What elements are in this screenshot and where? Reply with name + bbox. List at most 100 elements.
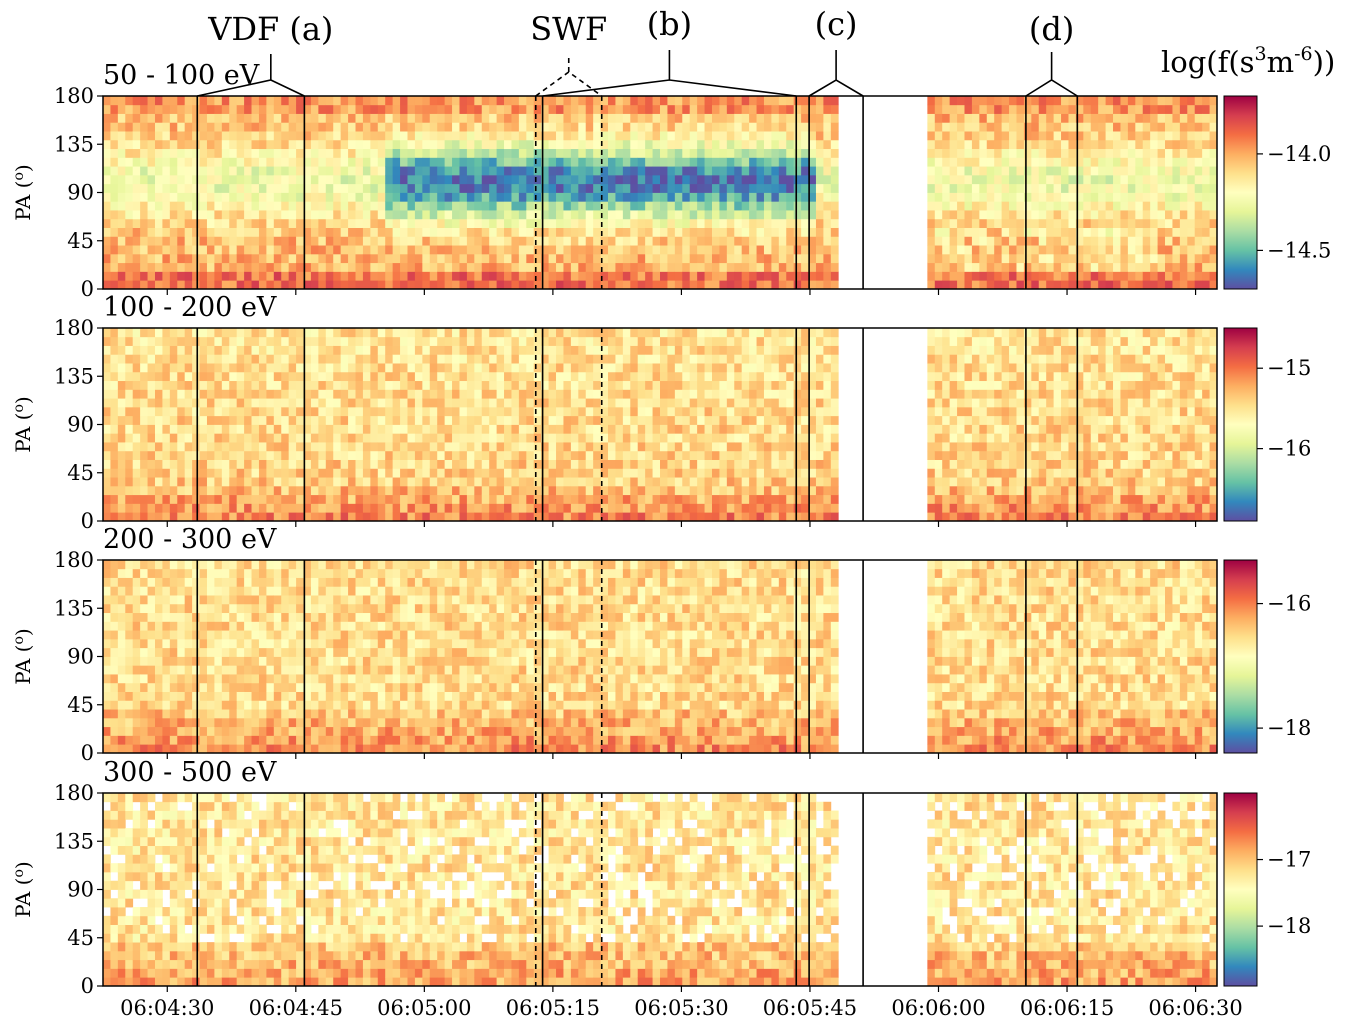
heatmap-cell — [637, 328, 646, 338]
heatmap-cell — [1135, 113, 1144, 123]
heatmap-cell — [556, 415, 564, 425]
heatmap-cell — [459, 122, 468, 132]
heatmap-cell — [711, 398, 720, 408]
heatmap-cell — [489, 415, 498, 425]
heatmap-cell — [273, 201, 282, 211]
heatmap-cell — [719, 245, 728, 255]
heatmap-cell — [303, 503, 312, 513]
heatmap-cell — [1046, 245, 1055, 255]
heatmap-cell — [132, 131, 141, 141]
heatmap-cell — [556, 406, 564, 417]
heatmap-cell — [674, 157, 683, 167]
heatmap-cell — [541, 328, 549, 338]
heatmap-cell — [370, 424, 379, 434]
heatmap-cell — [1009, 271, 1017, 281]
heatmap-cell — [778, 148, 787, 158]
heatmap-cell — [474, 398, 483, 408]
heatmap-cell — [132, 139, 141, 150]
heatmap-cell — [697, 96, 705, 106]
heatmap-cell — [942, 201, 951, 211]
heatmap-cell — [667, 139, 676, 150]
heatmap-cell — [1090, 104, 1099, 114]
heatmap-cell — [578, 389, 587, 399]
heatmap-cell — [214, 236, 223, 246]
heatmap-cell — [630, 433, 639, 443]
heatmap-cell — [251, 468, 260, 478]
heatmap-cell — [400, 104, 408, 114]
heatmap-cell — [548, 148, 557, 158]
heatmap-cell — [593, 148, 601, 158]
heatmap-cell — [711, 328, 720, 338]
heatmap-cell — [1105, 280, 1114, 290]
heatmap-cell — [667, 253, 676, 264]
heatmap-cell — [340, 201, 349, 211]
heatmap-cell — [288, 139, 297, 150]
heatmap-cell — [556, 433, 564, 443]
heatmap-cell — [1083, 236, 1092, 246]
heatmap-cell — [437, 380, 446, 390]
heatmap-cell — [927, 218, 936, 228]
heatmap-cell — [630, 477, 639, 487]
heatmap-cell — [711, 503, 720, 513]
heatmap-cell — [734, 380, 743, 390]
heatmap-cell — [637, 477, 646, 487]
heatmap-cell — [1202, 122, 1210, 132]
heatmap-cell — [518, 210, 527, 220]
heatmap-cell — [1179, 245, 1188, 255]
heatmap-cell — [1165, 201, 1173, 211]
heatmap-cell — [489, 371, 498, 382]
heatmap-cell — [1142, 280, 1151, 290]
heatmap-cell — [682, 253, 691, 264]
heatmap-cell — [593, 415, 601, 425]
heatmap-cell — [385, 131, 394, 141]
heatmap-cell — [377, 157, 386, 167]
heatmap-cell — [786, 122, 795, 132]
heatmap-cell — [756, 280, 765, 290]
heatmap-cell — [273, 227, 282, 237]
heatmap-cell — [169, 424, 178, 434]
heatmap-cell — [221, 406, 230, 417]
heatmap-cell — [147, 131, 156, 141]
heatmap-cell — [1113, 166, 1121, 176]
heatmap-cell — [600, 174, 609, 185]
heatmap-cell — [192, 477, 200, 487]
heatmap-cell — [682, 104, 691, 114]
heatmap-cell — [414, 450, 423, 460]
heatmap-cell — [1038, 227, 1047, 237]
heatmap-cell — [466, 371, 475, 382]
heatmap-cell — [526, 96, 535, 106]
heatmap-cell — [489, 271, 498, 281]
heatmap-cell — [1001, 192, 1010, 202]
heatmap-cell — [1031, 183, 1040, 193]
heatmap-cell — [214, 433, 223, 443]
heatmap-cell — [1172, 201, 1181, 211]
heatmap-cell — [986, 122, 995, 132]
heatmap-cell — [340, 494, 349, 504]
heatmap-cell — [771, 122, 780, 132]
heatmap-cell — [957, 280, 965, 290]
heatmap-cell — [526, 380, 535, 390]
heatmap-cell — [697, 245, 705, 255]
heatmap-cell — [474, 485, 483, 496]
heatmap-cell — [496, 450, 505, 460]
heatmap-cell — [296, 406, 304, 417]
heatmap-cell — [281, 262, 290, 272]
heatmap-cell — [1053, 218, 1062, 228]
heatmap-cell — [437, 271, 446, 281]
heatmap-cell — [504, 406, 512, 417]
heatmap-cell — [1068, 227, 1077, 237]
heatmap-cell — [674, 371, 683, 382]
heatmap-cell — [474, 227, 483, 237]
heatmap-cell — [437, 485, 446, 496]
heatmap-cell — [778, 166, 787, 176]
heatmap-cell — [504, 227, 512, 237]
heatmap-cell — [1016, 148, 1025, 158]
heatmap-cell — [674, 450, 683, 460]
heatmap-cell — [221, 148, 230, 158]
heatmap-cell — [229, 415, 238, 425]
heatmap-cell — [682, 512, 691, 522]
heatmap-cell — [1142, 183, 1151, 193]
heatmap-cell — [110, 210, 119, 220]
heatmap-cell — [333, 218, 342, 228]
heatmap-cell — [511, 477, 520, 487]
